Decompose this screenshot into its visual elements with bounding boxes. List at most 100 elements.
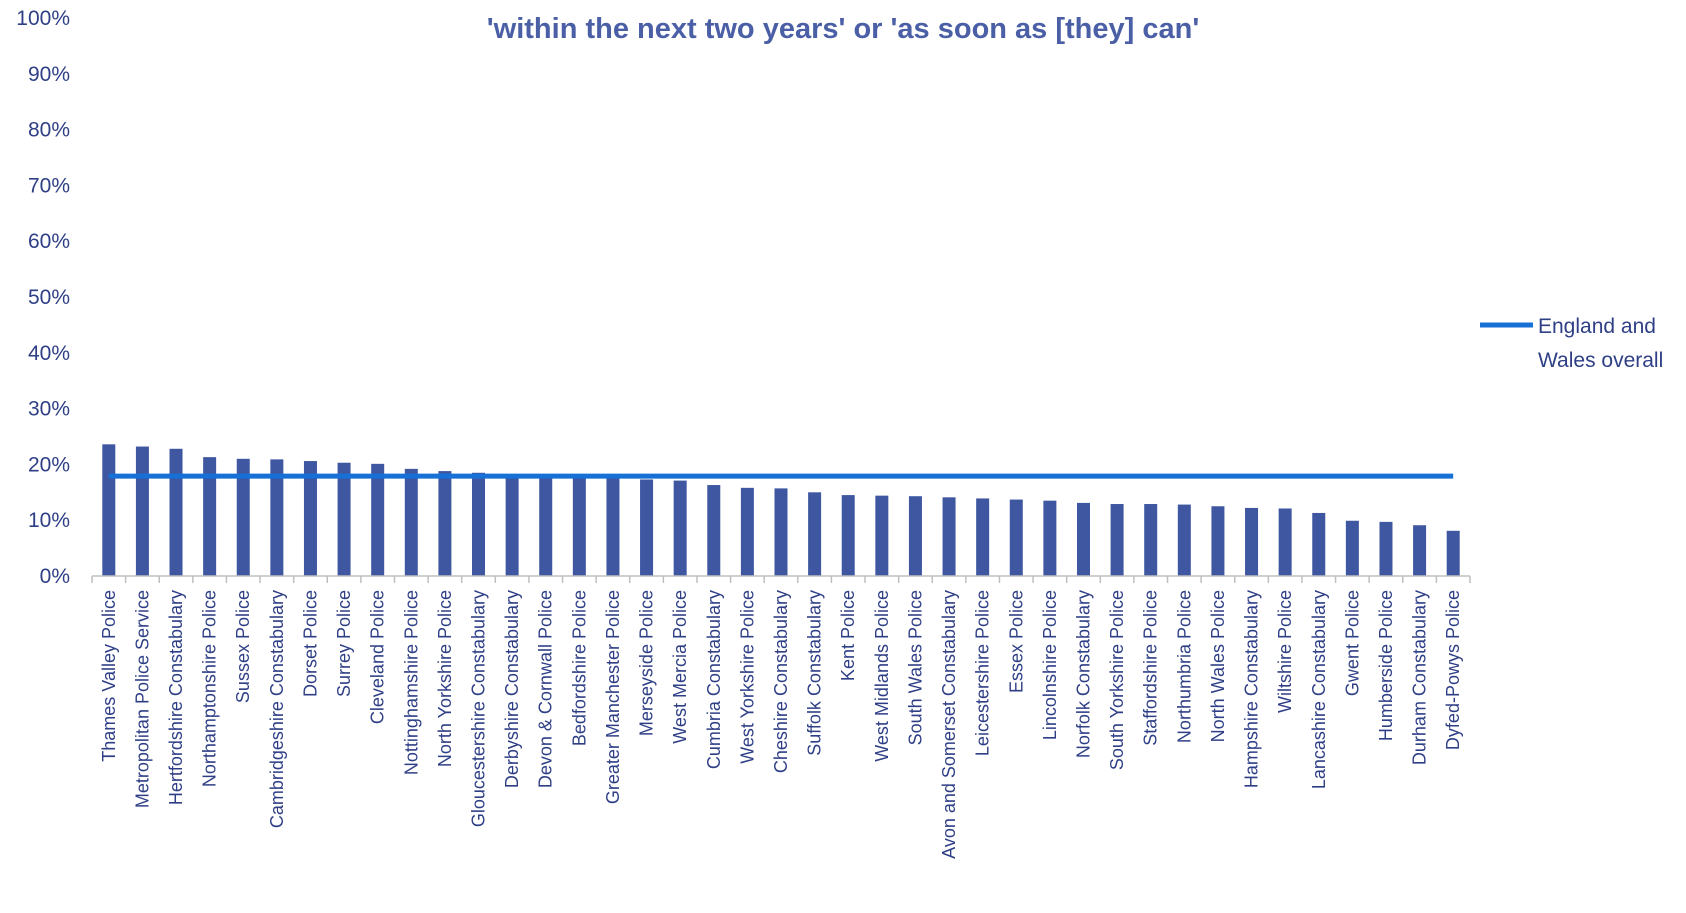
- bar: [976, 498, 990, 576]
- bar: [673, 480, 687, 576]
- bar: [1009, 499, 1023, 576]
- y-tick-label: 80%: [28, 119, 70, 142]
- chart-title: 'within the next two years' or 'as soon …: [487, 13, 1199, 45]
- bar: [808, 492, 822, 576]
- x-category-label: Essex Police: [1006, 590, 1026, 693]
- bar: [203, 457, 217, 576]
- bar: [640, 479, 654, 576]
- x-category-label: Gloucestershire Constabulary: [469, 590, 489, 827]
- x-category-label: Cleveland Police: [368, 590, 388, 724]
- x-category-label: Hertfordshire Constabulary: [166, 590, 186, 805]
- bar: [1076, 502, 1090, 576]
- y-axis: 0% 10% 20% 30% 40% 50% 60% 70% 80% 90% 100%: [16, 7, 70, 588]
- y-tick-label: 50%: [28, 286, 70, 309]
- x-category-label: Nottinghamshire Police: [401, 590, 421, 775]
- x-category-label: Lancashire Constabulary: [1309, 590, 1329, 789]
- bar: [1211, 506, 1225, 576]
- bar: [371, 463, 385, 576]
- x-category-label: Devon & Cornwall Police: [536, 590, 556, 788]
- bar: [908, 496, 922, 576]
- legend-label-line-2: Wales overall: [1538, 349, 1663, 372]
- x-category-label: Northamptonshire Police: [200, 590, 220, 787]
- bar: [606, 477, 620, 576]
- y-tick-label: 10%: [28, 509, 70, 532]
- bar: [1144, 504, 1158, 576]
- x-category-label: North Yorkshire Police: [435, 590, 455, 767]
- x-category-label: Gwent Police: [1342, 590, 1362, 696]
- bar: [1446, 530, 1460, 576]
- x-category-label: Bedfordshire Police: [569, 590, 589, 746]
- y-tick-label: 70%: [28, 174, 70, 197]
- x-category-label: Metropolitan Police Service: [132, 590, 152, 808]
- x-category-label: Merseyside Police: [637, 590, 657, 736]
- x-category-label: Surrey Police: [334, 590, 354, 697]
- x-category-label: Greater Manchester Police: [603, 590, 623, 804]
- x-category-label: Dyfed-Powys Police: [1443, 590, 1463, 750]
- bar: [1312, 512, 1326, 576]
- bar: [472, 472, 486, 576]
- x-category-label: Cheshire Constabulary: [771, 590, 791, 773]
- bar-series: [102, 444, 1460, 576]
- bar: [135, 446, 149, 576]
- bar: [841, 495, 855, 576]
- y-tick-label: 30%: [28, 398, 70, 421]
- bar: [1278, 508, 1292, 576]
- x-category-label: Kent Police: [838, 590, 858, 681]
- x-category-label: Avon and Somerset Constabulary: [939, 590, 959, 859]
- y-tick-label: 0%: [40, 565, 70, 588]
- x-category-label: Dorset Police: [300, 590, 320, 697]
- y-tick-label: 60%: [28, 230, 70, 253]
- bar: [1379, 521, 1393, 576]
- bar: [1345, 520, 1359, 576]
- x-category-label: Wiltshire Police: [1275, 590, 1295, 713]
- bar: [942, 497, 956, 576]
- bar: [169, 448, 183, 576]
- bar: [1413, 525, 1427, 576]
- bar: [1110, 504, 1124, 576]
- bar: [1245, 507, 1259, 576]
- x-category-label: West Yorkshire Police: [737, 590, 757, 764]
- y-tick-label: 20%: [28, 453, 70, 476]
- x-axis: Thames Valley Police Metropolitan Police …: [91, 575, 1471, 859]
- x-category-label: South Yorkshire Police: [1107, 590, 1127, 770]
- x-category-label: Northumbria Police: [1174, 590, 1194, 743]
- bar: [740, 487, 754, 576]
- bar: [875, 495, 889, 576]
- x-category-label: South Wales Police: [905, 590, 925, 745]
- legend-label: England and Wales overall: [1538, 315, 1663, 372]
- bar: [404, 468, 418, 576]
- bar: [102, 444, 116, 576]
- x-category-label: Hampshire Constabulary: [1242, 590, 1262, 788]
- legend-label-line-1: England and: [1538, 315, 1656, 338]
- x-category-label: Thames Valley Police: [99, 590, 119, 762]
- x-category-label: Durham Constabulary: [1410, 590, 1430, 765]
- x-category-label: Suffolk Constabulary: [805, 590, 825, 756]
- x-category-label: Humberside Police: [1376, 590, 1396, 741]
- x-category-label: Cambridgeshire Constabulary: [267, 590, 287, 828]
- bar: [707, 485, 721, 576]
- x-category-label: Cumbria Constabulary: [704, 590, 724, 769]
- x-category-label: West Midlands Police: [872, 590, 892, 762]
- bar: [1043, 500, 1057, 576]
- bar: [438, 471, 452, 576]
- legend: England and Wales overall: [1480, 315, 1663, 372]
- bar: [270, 459, 284, 576]
- bar: [505, 474, 519, 576]
- bar: [774, 488, 788, 576]
- x-category-label: Sussex Police: [233, 590, 253, 703]
- x-category-label: Lincolnshire Police: [1040, 590, 1060, 740]
- bar: [337, 462, 351, 576]
- bar: [303, 461, 317, 576]
- bar: [236, 458, 250, 576]
- y-tick-label: 90%: [28, 63, 70, 86]
- bar: [1177, 504, 1191, 576]
- x-category-label: West Mercia Police: [670, 590, 690, 744]
- x-category-label: Staffordshire Police: [1141, 590, 1161, 746]
- x-category-label: Norfolk Constabulary: [1073, 590, 1093, 758]
- x-category-label: North Wales Police: [1208, 590, 1228, 742]
- bar: [572, 476, 586, 576]
- x-category-label: Leicestershire Police: [973, 590, 993, 756]
- y-tick-label: 100%: [16, 7, 70, 30]
- x-category-label: Derbyshire Constabulary: [502, 590, 522, 788]
